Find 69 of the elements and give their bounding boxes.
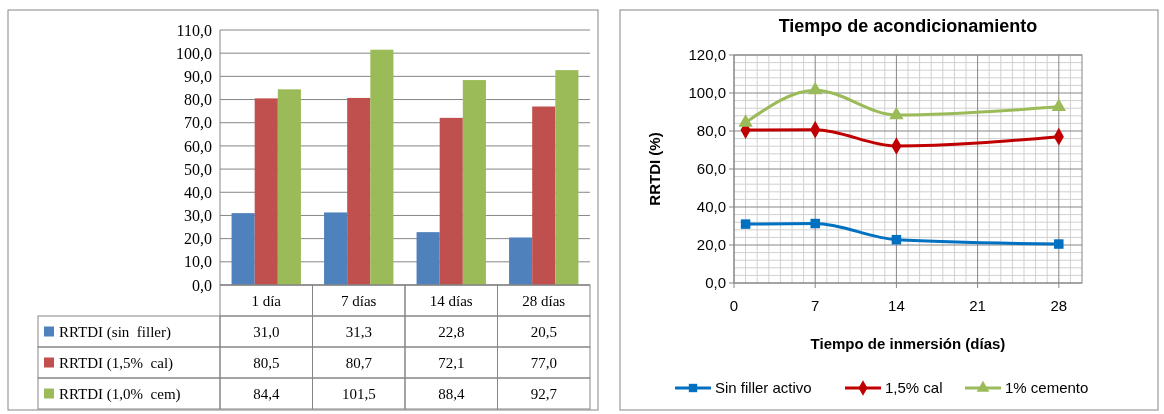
bar <box>416 232 440 285</box>
y-tick-label: 70,0 <box>184 114 212 132</box>
y-tick-label: 10,0 <box>184 253 212 271</box>
legend-label: RRTDI (1,0% cem) <box>59 385 181 403</box>
bar <box>439 117 463 285</box>
bar <box>231 213 255 285</box>
y-tick-label: 80,0 <box>696 122 726 140</box>
x-tick-label: 0 <box>729 297 739 314</box>
y-tick-label: 90,0 <box>184 67 212 85</box>
bar <box>277 89 301 285</box>
point <box>889 106 904 120</box>
data-label: 80,7 <box>345 354 373 371</box>
point <box>807 81 823 95</box>
bar <box>370 49 394 285</box>
y-tick-label: 50,0 <box>184 160 212 178</box>
y-tick-label: 80,0 <box>184 91 212 109</box>
data-label: 20,5 <box>530 323 557 340</box>
point <box>810 218 820 229</box>
data-label: 31,3 <box>345 323 372 340</box>
y-tick-label: 110,0 <box>176 21 212 39</box>
y-tick-label: 40,0 <box>696 198 726 216</box>
y-tick-label: 20,0 <box>696 236 726 254</box>
data-label: 31,0 <box>253 323 280 340</box>
data-label: 77,0 <box>530 354 557 371</box>
bar <box>509 237 533 285</box>
y-tick-label: 60,0 <box>184 137 212 155</box>
data-label: 84,4 <box>253 385 280 402</box>
y-tick-label: 100,0 <box>176 44 212 62</box>
data-label: 101,5 <box>341 385 376 402</box>
bar <box>347 97 371 285</box>
data-label: 92,7 <box>530 385 558 402</box>
data-label: 80,5 <box>253 354 280 371</box>
y-tick-label: 120,0 <box>688 46 726 64</box>
bar <box>532 106 556 285</box>
point <box>740 219 751 229</box>
y-tick-label: 30,0 <box>184 207 212 225</box>
x-axis-title: Tiempo de inmersión (días) <box>810 335 1006 352</box>
bar <box>462 80 486 285</box>
y-tick-label: 0,0 <box>192 276 212 294</box>
y-tick-label: 40,0 <box>184 183 212 201</box>
legend-label: 1,5% cal <box>885 379 943 397</box>
y-tick-label: 100,0 <box>688 84 726 102</box>
legend-label: RRTDI (sin filler) <box>59 323 171 341</box>
legend-label: 1% cemento <box>1005 379 1089 397</box>
legend-label: RRTDI (1,5% cal) <box>59 354 174 372</box>
data-label: 72,1 <box>438 354 465 371</box>
point <box>738 114 753 127</box>
bar <box>324 212 348 285</box>
x-tick-label: 28 días <box>522 292 566 309</box>
y-tick-label: 0,0 <box>705 274 726 292</box>
x-tick-label: 14 días <box>429 292 473 309</box>
data-label: 22,8 <box>438 323 465 340</box>
point <box>1054 239 1064 249</box>
y-tick-label: 20,0 <box>184 230 212 248</box>
bar <box>555 70 579 285</box>
y-tick-label: 60,0 <box>696 160 726 178</box>
x-tick-label: 14 <box>888 297 905 314</box>
point <box>891 234 902 245</box>
x-tick-label: 1 día <box>251 292 282 309</box>
x-tick-label: 7 días <box>341 292 377 309</box>
legend-label: Sin filler activo <box>715 379 812 397</box>
x-tick-label: 21 <box>969 297 986 314</box>
x-tick-label: 7 <box>811 297 820 314</box>
y-axis-title: RRTDI (%) <box>646 132 663 206</box>
x-tick-label: 28 <box>1050 297 1068 314</box>
chart-title: Tiempo de acondicionamiento <box>778 16 1038 36</box>
point <box>1051 98 1067 112</box>
data-label: 88,4 <box>438 385 465 402</box>
bar <box>254 98 278 285</box>
